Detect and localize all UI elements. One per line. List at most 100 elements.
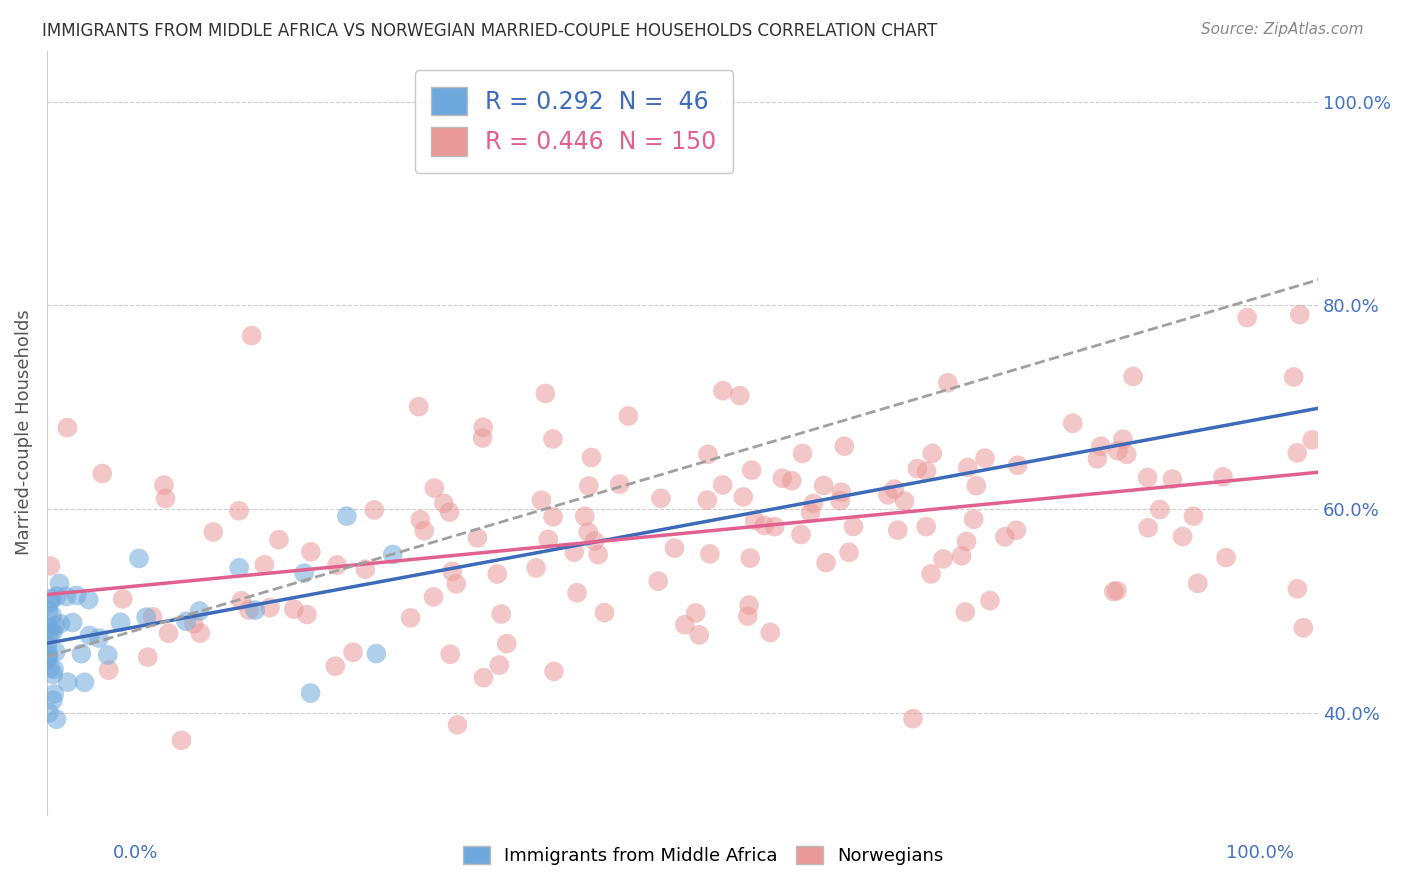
- Norwegians: [883, 482, 905, 496]
- Norwegians: [754, 518, 776, 533]
- Norwegians: [574, 509, 596, 524]
- Immigrants from Middle Africa: [39, 625, 62, 640]
- Norwegians: [887, 523, 910, 537]
- Norwegians: [936, 376, 959, 390]
- Norwegians: [741, 463, 763, 477]
- Norwegians: [530, 493, 553, 508]
- Norwegians: [1090, 439, 1112, 453]
- Norwegians: [170, 733, 193, 747]
- Immigrants from Middle Africa: [45, 645, 67, 659]
- Norwegians: [877, 488, 900, 502]
- Norwegians: [238, 603, 260, 617]
- Norwegians: [295, 607, 318, 622]
- Norwegians: [617, 409, 640, 423]
- Norwegians: [471, 431, 494, 445]
- Norwegians: [142, 610, 165, 624]
- Norwegians: [472, 671, 495, 685]
- Immigrants from Middle Africa: [56, 675, 79, 690]
- Norwegians: [188, 626, 211, 640]
- Norwegians: [1212, 469, 1234, 483]
- Norwegians: [728, 389, 751, 403]
- Immigrants from Middle Africa: [366, 647, 388, 661]
- Immigrants from Middle Africa: [41, 608, 63, 623]
- Norwegians: [1288, 308, 1310, 322]
- Norwegians: [439, 647, 461, 661]
- Norwegians: [136, 650, 159, 665]
- Norwegians: [780, 474, 803, 488]
- Immigrants from Middle Africa: [55, 590, 77, 604]
- Immigrants from Middle Africa: [87, 631, 110, 645]
- Norwegians: [439, 505, 461, 519]
- Norwegians: [413, 524, 436, 538]
- Norwegians: [685, 606, 707, 620]
- Norwegians: [763, 519, 786, 533]
- Immigrants from Middle Africa: [77, 592, 100, 607]
- Immigrants from Middle Africa: [188, 604, 211, 618]
- Norwegians: [202, 524, 225, 539]
- Norwegians: [650, 491, 672, 506]
- Norwegians: [422, 590, 444, 604]
- Norwegians: [91, 467, 114, 481]
- Norwegians: [759, 625, 782, 640]
- Norwegians: [346, 828, 368, 842]
- Norwegians: [733, 490, 755, 504]
- Norwegians: [950, 549, 973, 563]
- Norwegians: [326, 558, 349, 572]
- Norwegians: [267, 533, 290, 547]
- Norwegians: [534, 386, 557, 401]
- Immigrants from Middle Africa: [37, 604, 59, 618]
- Norwegians: [770, 471, 793, 485]
- Immigrants from Middle Africa: [39, 661, 62, 675]
- Immigrants from Middle Africa: [292, 566, 315, 581]
- Norwegians: [565, 586, 588, 600]
- Norwegians: [489, 607, 512, 621]
- Norwegians: [744, 513, 766, 527]
- Norwegians: [738, 598, 761, 612]
- Norwegians: [583, 533, 606, 548]
- Immigrants from Middle Africa: [35, 653, 58, 667]
- Norwegians: [323, 659, 346, 673]
- Norwegians: [155, 491, 177, 506]
- Immigrants from Middle Africa: [38, 596, 60, 610]
- Immigrants from Middle Africa: [381, 548, 404, 562]
- Immigrants from Middle Africa: [42, 667, 65, 681]
- Immigrants from Middle Africa: [37, 639, 59, 653]
- Norwegians: [1136, 470, 1159, 484]
- Norwegians: [664, 541, 686, 555]
- Norwegians: [581, 450, 603, 465]
- Immigrants from Middle Africa: [38, 706, 60, 720]
- Immigrants from Middle Africa: [39, 591, 62, 606]
- Norwegians: [524, 561, 547, 575]
- Immigrants from Middle Africa: [38, 649, 60, 664]
- Immigrants from Middle Africa: [73, 675, 96, 690]
- Norwegians: [921, 446, 943, 460]
- Norwegians: [609, 477, 631, 491]
- Norwegians: [441, 565, 464, 579]
- Norwegians: [409, 513, 432, 527]
- Norwegians: [994, 530, 1017, 544]
- Immigrants from Middle Africa: [45, 589, 67, 603]
- Norwegians: [259, 600, 281, 615]
- Norwegians: [111, 591, 134, 606]
- Norwegians: [1149, 502, 1171, 516]
- Norwegians: [446, 718, 468, 732]
- Immigrants from Middle Africa: [228, 561, 250, 575]
- Text: Source: ZipAtlas.com: Source: ZipAtlas.com: [1201, 22, 1364, 37]
- Immigrants from Middle Africa: [44, 618, 66, 632]
- Norwegians: [963, 512, 986, 526]
- Norwegians: [1102, 584, 1125, 599]
- Norwegians: [697, 447, 720, 461]
- Immigrants from Middle Africa: [44, 687, 66, 701]
- Immigrants from Middle Africa: [128, 551, 150, 566]
- Text: 100.0%: 100.0%: [1226, 844, 1294, 862]
- Immigrants from Middle Africa: [42, 662, 65, 676]
- Immigrants from Middle Africa: [38, 621, 60, 635]
- Norwegians: [228, 504, 250, 518]
- Norwegians: [907, 461, 929, 475]
- Norwegians: [363, 503, 385, 517]
- Norwegians: [915, 519, 938, 533]
- Norwegians: [1005, 523, 1028, 537]
- Norwegians: [974, 451, 997, 466]
- Norwegians: [1161, 472, 1184, 486]
- Norwegians: [467, 531, 489, 545]
